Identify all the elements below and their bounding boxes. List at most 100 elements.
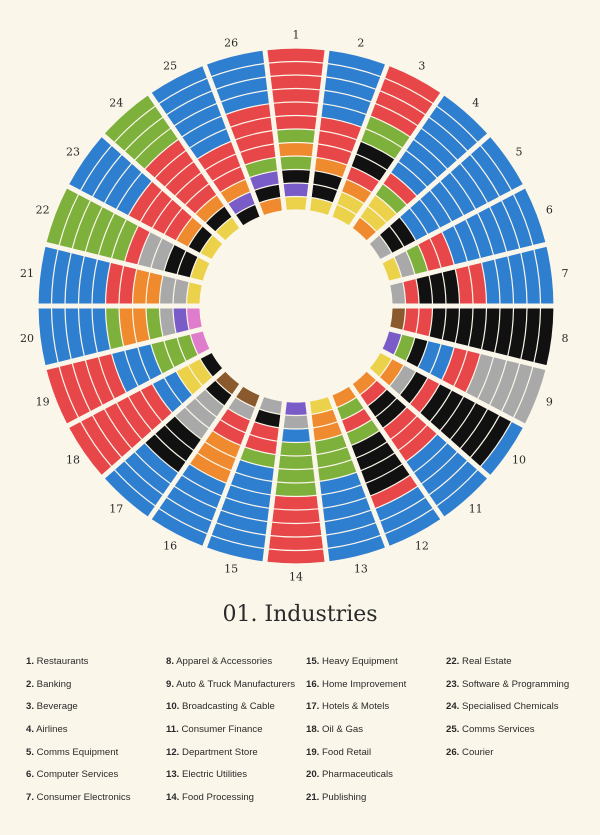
segment-5-ring-2 — [380, 226, 404, 253]
segment-22-ring-11 — [59, 194, 90, 249]
segment-13-ring-10 — [324, 510, 376, 535]
segment-19-ring-9 — [86, 357, 114, 405]
segment-8-ring-2 — [403, 308, 419, 333]
segment-10-ring-7 — [430, 390, 463, 431]
segment-3-ring-12 — [385, 66, 441, 103]
legend-item-17: 17. Hotels & Motels — [306, 701, 446, 724]
segment-25-ring-11 — [159, 78, 212, 114]
segment-10-ring-9 — [450, 403, 487, 448]
segment-17 — [105, 371, 240, 517]
segment-26-ring-2 — [254, 184, 281, 203]
segment-1-ring-3 — [282, 170, 310, 184]
segment-5-ring-3 — [390, 217, 416, 247]
segment-3-ring-10 — [375, 91, 425, 126]
segment-21-ring-8 — [92, 259, 110, 304]
segment-15-ring-4 — [245, 435, 277, 454]
legend-number: 1. — [26, 656, 35, 667]
legend-item-12: 12. Department Store — [166, 747, 306, 770]
segment-20-ring-6 — [119, 308, 137, 346]
segment-16-ring-10 — [167, 486, 217, 521]
legend-label: Comms Services — [459, 724, 535, 736]
segment-number-23: 23 — [66, 146, 80, 159]
legend-label: Courier — [459, 746, 494, 758]
legend-item-11: 11. Consumer Finance — [166, 724, 306, 747]
segment-20 — [38, 308, 202, 366]
segment-13-ring-12 — [328, 536, 385, 562]
legend-number: 8. — [166, 656, 175, 667]
segment-number-21: 21 — [20, 267, 34, 280]
segment-15-ring-10 — [216, 510, 268, 535]
segment-4-ring-11 — [429, 106, 477, 151]
segment-6-ring-3 — [406, 245, 428, 274]
legend: 1. Restaurants 2. Banking 3. Beverage 4. Ai… — [26, 656, 586, 815]
segment-1-ring-8 — [273, 102, 319, 117]
segment-24 — [105, 95, 240, 241]
segment-15-ring-3 — [250, 422, 279, 441]
segment-16-ring-2 — [228, 398, 255, 420]
legend-number: 3. — [26, 701, 35, 713]
legend-item-3: 3. Beverage — [26, 701, 166, 724]
legend-item-9: 9. Auto & Truck Manufacturers — [166, 679, 306, 702]
segment-15-ring-1 — [259, 397, 282, 414]
segment-23-ring-6 — [140, 190, 172, 228]
segment-21-ring-12 — [38, 246, 58, 304]
segment-1-ring-5 — [278, 143, 314, 157]
segment-17-ring-4 — [185, 398, 217, 428]
legend-number: 23. — [446, 678, 460, 690]
segment-8 — [390, 308, 554, 366]
segment-4-ring-8 — [406, 140, 447, 178]
segment-3-ring-8 — [366, 116, 410, 148]
segment-4-ring-4 — [375, 184, 407, 214]
segment-15-ring-5 — [240, 447, 276, 468]
segment-26-ring-1 — [259, 198, 282, 215]
segment-5-ring-5 — [410, 199, 440, 234]
legend-label: Home Improvement — [319, 678, 407, 690]
segment-5-ring-1 — [369, 235, 392, 259]
segment-12-ring-8 — [366, 464, 410, 496]
segment-7-ring-6 — [455, 266, 473, 304]
legend-number: 25. — [446, 724, 460, 736]
segment-1-ring-12 — [267, 48, 325, 63]
segment-17-ring-6 — [165, 416, 201, 450]
segment-5-ring-10 — [460, 155, 499, 203]
segment-9-ring-2 — [394, 334, 415, 361]
segment-26-ring-5 — [240, 144, 276, 165]
legend-number: 17. — [306, 701, 320, 713]
segment-20-ring-3 — [160, 308, 176, 337]
segment-14-ring-2 — [283, 415, 309, 429]
legend-item-8: 8. Apparel & Accessories — [166, 656, 306, 679]
legend-label: Banking — [34, 678, 72, 690]
segment-14-ring-6 — [277, 469, 315, 483]
segment-26-ring-9 — [221, 91, 269, 114]
segment-number-2: 2 — [357, 36, 364, 49]
segment-26-ring-4 — [245, 158, 277, 177]
segment-4 — [352, 95, 487, 241]
segment-3-ring-5 — [351, 154, 387, 181]
segment-number-11: 11 — [469, 502, 483, 515]
segment-24-ring-10 — [125, 117, 171, 160]
segment-19-ring-1 — [190, 331, 210, 355]
segment-19-ring-2 — [177, 334, 198, 361]
segment-22-ring-1 — [190, 257, 210, 281]
segment-13-ring-2 — [311, 409, 338, 428]
segment-15-ring-2 — [254, 409, 281, 428]
segment-21-ring-11 — [52, 250, 71, 304]
segment-11-ring-6 — [391, 416, 427, 450]
segment-20-ring-8 — [92, 308, 110, 353]
segment-13-ring-5 — [316, 447, 352, 468]
segment-7-ring-4 — [429, 272, 446, 304]
segment-17-ring-11 — [115, 461, 163, 506]
segment-24-ring-7 — [155, 151, 194, 187]
legend-item-5: 5. Comms Equipment — [26, 747, 166, 770]
segment-2-ring-4 — [315, 158, 347, 177]
segment-2-ring-5 — [316, 144, 352, 165]
segment-12-ring-1 — [332, 386, 356, 407]
segment-8-ring-3 — [416, 308, 432, 337]
segment-12-ring-2 — [337, 398, 364, 420]
segment-23-ring-2 — [188, 226, 212, 253]
segment-17-ring-2 — [206, 380, 232, 406]
segment-21-ring-7 — [106, 262, 123, 304]
segment-number-9: 9 — [546, 396, 553, 409]
segment-13-ring-6 — [318, 460, 357, 481]
legend-label: Broadcasting & Cable — [179, 701, 275, 713]
